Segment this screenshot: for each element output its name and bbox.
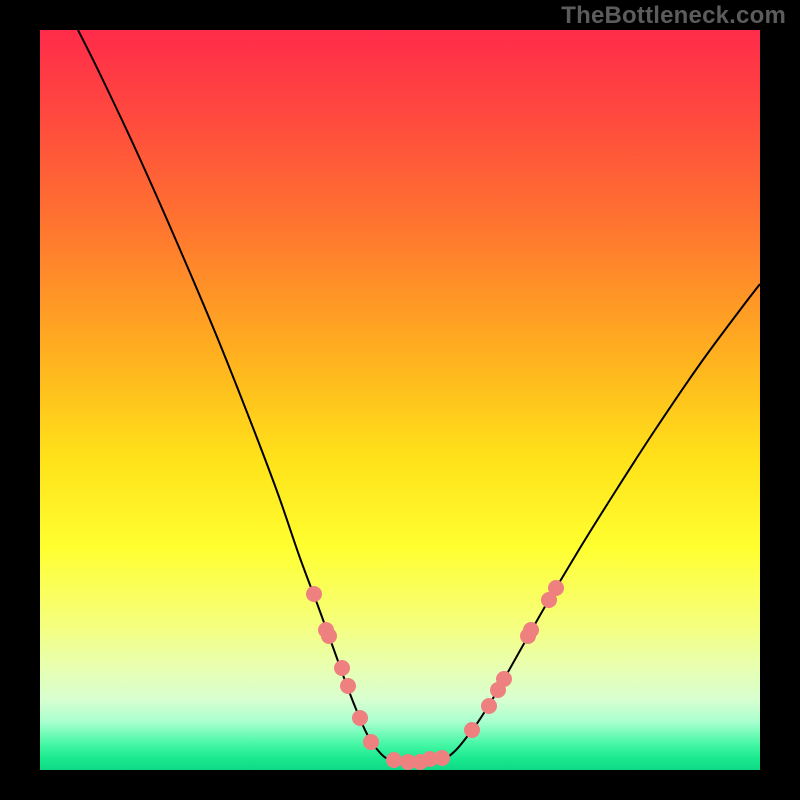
curve-marker <box>523 622 539 638</box>
curve-marker <box>334 660 350 676</box>
curve-marker <box>321 628 337 644</box>
curve-marker <box>496 671 512 687</box>
curve-marker <box>548 580 564 596</box>
source-watermark: TheBottleneck.com <box>561 2 786 30</box>
curve-marker <box>481 698 497 714</box>
bottleneck-v-curve-chart <box>0 0 800 800</box>
curve-marker <box>340 678 356 694</box>
curve-marker <box>363 734 379 750</box>
curve-marker <box>306 586 322 602</box>
curve-marker <box>386 752 402 768</box>
curve-marker <box>464 722 480 738</box>
gradient-plot-area <box>40 30 760 770</box>
curve-marker <box>352 710 368 726</box>
curve-marker <box>434 750 450 766</box>
